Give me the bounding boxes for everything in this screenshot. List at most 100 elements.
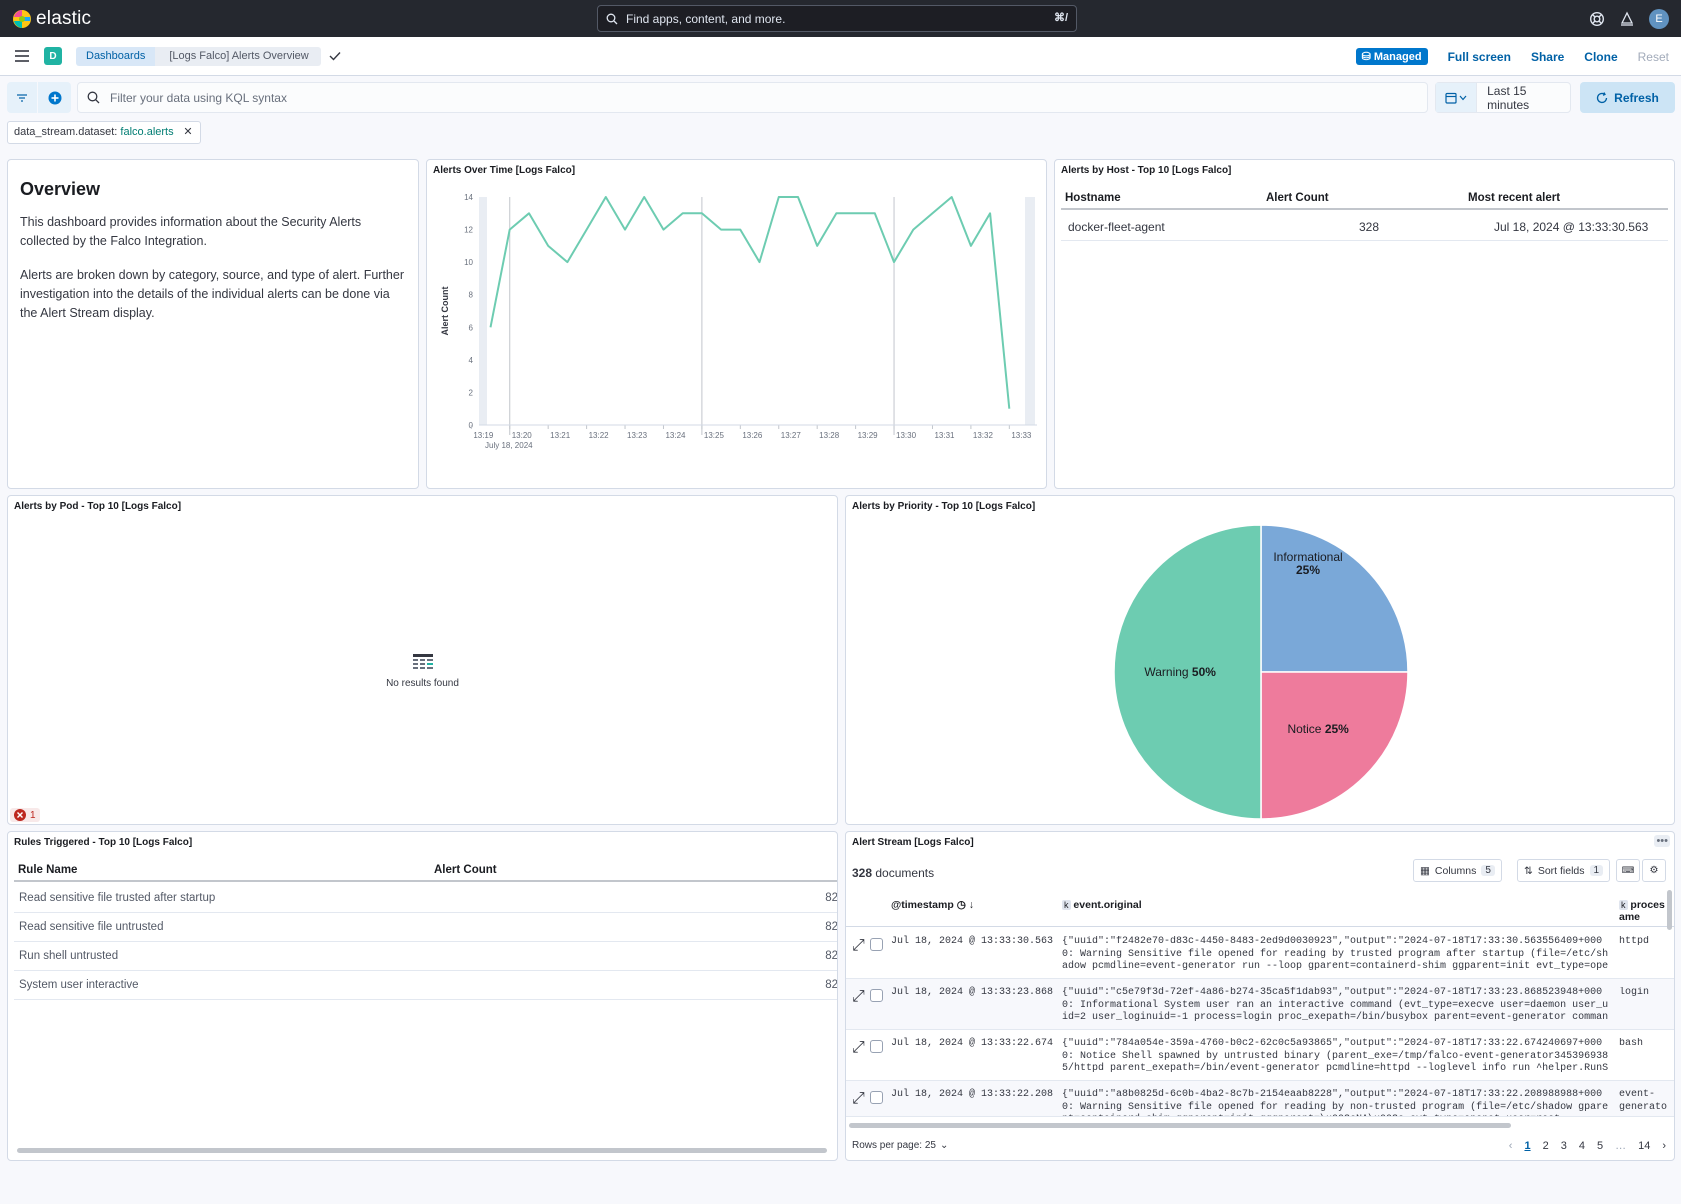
- y-tick-label: 14: [464, 193, 473, 202]
- full-screen-button[interactable]: Full screen: [1447, 49, 1511, 64]
- clock-icon: ◷: [956, 899, 966, 911]
- page-14[interactable]: 14: [1638, 1140, 1651, 1152]
- menu-icon[interactable]: [14, 49, 30, 63]
- horizontal-scrollbar[interactable]: [17, 1148, 827, 1153]
- table-row: System user interactive 82: [14, 971, 837, 1000]
- calendar-icon: [1445, 92, 1467, 104]
- columns-button[interactable]: ▦ Columns 5: [1413, 859, 1502, 882]
- alerts-by-host-panel: Alerts by Host - Top 10 [Logs Falco] Hos…: [1054, 159, 1675, 489]
- check-icon[interactable]: [329, 51, 341, 61]
- news-feed-icon[interactable]: [1619, 11, 1635, 27]
- row-checkbox[interactable]: [870, 938, 883, 951]
- breadcrumb-bar: D Dashboards [Logs Falco] Alerts Overvie…: [0, 37, 1681, 76]
- page-5[interactable]: 5: [1596, 1140, 1604, 1152]
- sort-desc-icon: ↓: [968, 899, 975, 911]
- page-2[interactable]: 2: [1542, 1140, 1549, 1152]
- filter-field: data_stream.dataset:: [14, 126, 118, 138]
- column-header-event-original-label: event.original: [1073, 899, 1142, 911]
- expand-icon[interactable]: ⤢: [852, 1090, 865, 1107]
- column-header-process[interactable]: k proces ame: [1619, 899, 1674, 923]
- quick-menu-button[interactable]: [1436, 83, 1478, 112]
- kql-search-input[interactable]: Filter your data using KQL syntax: [77, 82, 1428, 113]
- display-settings-button[interactable]: ⚙: [1642, 859, 1666, 882]
- row-checkbox[interactable]: [870, 1040, 883, 1053]
- refresh-label: Refresh: [1614, 90, 1659, 105]
- expand-icon[interactable]: ⤢: [852, 937, 865, 954]
- panel-options-icon[interactable]: •••: [1654, 835, 1670, 847]
- filter-menu-button[interactable]: [7, 82, 37, 113]
- partial-bucket-end: [1025, 197, 1035, 425]
- y-tick-label: 12: [464, 226, 473, 235]
- page-1[interactable]: 1: [1524, 1140, 1531, 1152]
- x-tick-label: 13:23: [627, 431, 648, 440]
- column-header-process-label: proces ame: [1619, 899, 1665, 923]
- filter-pill[interactable]: data_stream.dataset: falco.alerts ✕: [7, 121, 201, 144]
- page-4[interactable]: 4: [1578, 1140, 1585, 1152]
- cell-timestamp: Jul 18, 2024 @ 13:33:22.674: [891, 1038, 1054, 1049]
- cell-process: bash: [1619, 1038, 1644, 1049]
- global-search-placeholder: Find apps, content, and more.: [626, 11, 786, 26]
- space-avatar[interactable]: D: [44, 47, 62, 65]
- sort-fields-button[interactable]: ⇅ Sort fields 1: [1517, 859, 1611, 882]
- next-page-icon[interactable]: ›: [1662, 1140, 1666, 1152]
- column-header-hostname[interactable]: Hostname: [1065, 192, 1121, 204]
- user-avatar[interactable]: E: [1649, 8, 1669, 29]
- previous-page-icon[interactable]: ‹: [1508, 1140, 1513, 1152]
- cell-hostname: docker-fleet-agent: [1068, 220, 1165, 234]
- pie-slice-notice: [1260, 671, 1409, 820]
- expand-icon[interactable]: ⤢: [852, 988, 865, 1005]
- column-header-event-original[interactable]: k event.original: [1062, 899, 1142, 911]
- cell-timestamp: Jul 18, 2024 @ 13:33:30.563: [891, 936, 1054, 947]
- page-3[interactable]: 3: [1560, 1140, 1567, 1152]
- time-range-label[interactable]: Last 15 minutes: [1487, 83, 1530, 112]
- rules-triggered-panel: Rules Triggered - Top 10 [Logs Falco] Ru…: [7, 831, 838, 1161]
- add-filter-button[interactable]: [38, 82, 71, 113]
- pie-slice-warning: [1113, 524, 1262, 820]
- cell-process: event-generato: [1619, 1089, 1668, 1113]
- x-tick-label: 13:20: [512, 431, 533, 440]
- cell-alert-count: 82: [825, 950, 838, 962]
- row-checkbox[interactable]: [870, 1091, 883, 1104]
- remove-filter-icon[interactable]: ✕: [183, 126, 193, 138]
- alerts-over-time-panel: Alerts Over Time [Logs Falco] 0 2 4 6 8 10 12 1…: [426, 159, 1047, 489]
- horizontal-scrollbar[interactable]: [849, 1123, 1511, 1128]
- help-icon[interactable]: [1589, 11, 1605, 27]
- search-icon: [87, 91, 100, 104]
- pie-percent: 50%: [1192, 665, 1216, 679]
- share-button[interactable]: Share: [1530, 49, 1565, 64]
- x-tick-label: 13:27: [781, 431, 802, 440]
- error-badge[interactable]: 1: [10, 808, 40, 822]
- keyboard-shortcuts-button[interactable]: ⌨: [1616, 859, 1640, 882]
- global-search-input[interactable]: Find apps, content, and more. ⌘/: [597, 5, 1077, 32]
- rows-per-page-selector[interactable]: Rows per page: 25 ⌄: [852, 1140, 948, 1151]
- reset-button[interactable]: Reset: [1637, 49, 1669, 64]
- search-shortcut: ⌘/: [1053, 12, 1068, 24]
- vertical-scrollbar[interactable]: [1667, 890, 1672, 930]
- column-header-alert-count[interactable]: Alert Count: [434, 864, 497, 876]
- overview-panel: Overview This dashboard provides informa…: [7, 159, 419, 489]
- cell-rule-name: System user interactive: [19, 979, 139, 991]
- breadcrumb-dashboards[interactable]: Dashboards: [76, 46, 156, 66]
- series-line: [489, 196, 1011, 409]
- column-header-alert-count[interactable]: Alert Count: [1266, 192, 1329, 204]
- pie-label: Warning 50%: [1144, 665, 1216, 679]
- column-header-rule-name[interactable]: Rule Name: [18, 864, 78, 876]
- elastic-logo[interactable]: elastic: [12, 8, 91, 30]
- column-header-timestamp[interactable]: @timestamp ◷ ↓: [891, 899, 974, 911]
- cell-process: httpd: [1619, 936, 1650, 947]
- keyword-field-icon: k: [1619, 900, 1628, 910]
- clone-button[interactable]: Clone: [1584, 49, 1618, 64]
- expand-icon[interactable]: ⤢: [852, 1039, 865, 1056]
- breadcrumb: Dashboards [Logs Falco] Alerts Overview: [76, 46, 321, 66]
- table-row: ⤢ Jul 18, 2024 @ 13:33:22.674 {"uuid":"7…: [846, 1030, 1674, 1081]
- row-checkbox[interactable]: [870, 989, 883, 1002]
- refresh-button[interactable]: Refresh: [1580, 82, 1675, 113]
- y-tick-label: 4: [469, 356, 474, 365]
- x-tick-label: 13:22: [589, 431, 610, 440]
- column-header-most-recent[interactable]: Most recent alert: [1468, 192, 1561, 204]
- y-tick-label: 6: [469, 323, 474, 332]
- filter-value: falco.alerts: [120, 126, 174, 138]
- date-picker[interactable]: Last 15 minutes: [1435, 82, 1571, 113]
